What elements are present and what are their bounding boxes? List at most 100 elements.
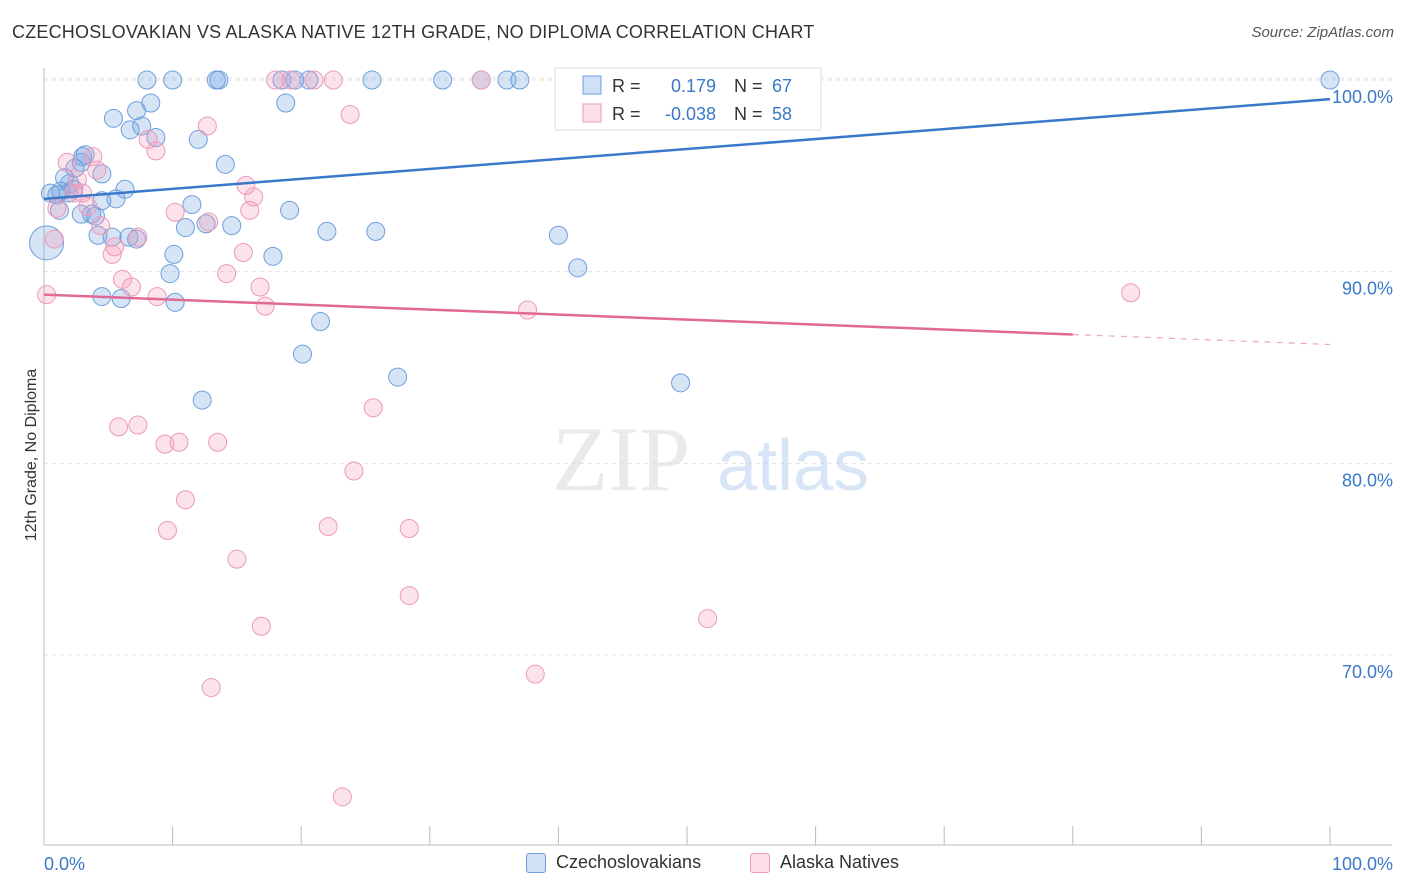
alaska-native-point xyxy=(208,432,228,452)
source-label: Source: ZipAtlas.com xyxy=(1251,24,1394,41)
chart-title: CZECHOSLOVAKIAN VS ALASKA NATIVE 12TH GR… xyxy=(12,22,815,42)
trend-line-czechoslovakians xyxy=(43,97,1331,201)
alaska-native-point xyxy=(155,434,175,454)
czechoslovakian-point xyxy=(209,70,229,90)
czechoslovakian-point xyxy=(310,312,330,331)
stats-blue-r-label: R = xyxy=(612,76,641,96)
alaska-native-point xyxy=(201,678,221,698)
axes xyxy=(43,68,1392,846)
czechoslovakian-point xyxy=(164,244,184,264)
czechoslovakian-point xyxy=(510,70,530,90)
alaska-native-point xyxy=(244,187,264,207)
legend-swatch-pink xyxy=(750,852,770,873)
czechoslovakian-point xyxy=(146,128,166,147)
czechoslovakian-point xyxy=(92,164,112,184)
alaska-native-point xyxy=(363,398,383,418)
alaska-native-point xyxy=(105,237,125,257)
alaska-native-point xyxy=(165,202,185,222)
stats-blue-r-value: 0.179 xyxy=(671,76,716,96)
y-tick-label: 90.0% xyxy=(1342,279,1393,299)
czechoslovakian-point xyxy=(165,292,185,312)
alaska-native-point xyxy=(102,244,122,264)
alaska-native-point xyxy=(197,116,217,136)
alaska-native-point xyxy=(91,216,111,236)
czechoslovakian-point xyxy=(366,221,386,241)
alaska-native-point xyxy=(78,197,98,216)
czechoslovakian-point xyxy=(433,70,453,90)
czechoslovakian-point xyxy=(362,70,382,90)
watermark: ZIP atlas xyxy=(552,408,869,510)
grid-lines xyxy=(44,77,1392,656)
alaska-native-point xyxy=(147,287,167,307)
alaska-native-point xyxy=(199,212,219,232)
alaska-native-point xyxy=(323,70,343,90)
czechoslovakian-point xyxy=(196,214,216,234)
legend-item-czechoslovakians[interactable]: Czechoslovakians xyxy=(526,852,701,873)
alaska-native-point xyxy=(217,264,237,284)
alaska-native-point xyxy=(121,277,141,297)
czechoslovakian-point xyxy=(292,344,312,364)
y-tick-label: 70.0% xyxy=(1342,662,1393,682)
trend-line-alaska-natives xyxy=(43,293,1073,336)
x-tick-label-max: 100.0% xyxy=(1332,854,1393,874)
alaska-native-point xyxy=(250,277,270,297)
stats-blue-n-value: 67 xyxy=(772,76,792,96)
watermark-atlas: atlas xyxy=(717,426,869,506)
y-tick-label: 100.0% xyxy=(1332,87,1393,107)
legend-label-czechoslovakians: Czechoslovakians xyxy=(556,852,702,872)
alaska-native-point xyxy=(698,609,718,629)
czechoslovakian-point xyxy=(160,264,180,284)
stats-pink-n-label: N = xyxy=(734,104,763,124)
alaska-native-point xyxy=(87,160,107,180)
czechoslovakian-point xyxy=(49,200,69,220)
alaska-native-point xyxy=(265,70,285,90)
alaska-native-point xyxy=(255,296,275,316)
alaska-native-point xyxy=(109,417,129,437)
tick-labels: 70.0% 80.0% 90.0% 100.0% 0.0% 100.0% xyxy=(44,87,1393,874)
alaska-native-point xyxy=(344,461,364,481)
alaska-native-point xyxy=(340,105,360,124)
alaska-native-point xyxy=(47,198,67,218)
czechoslovakian-point xyxy=(263,246,283,266)
alaska-native-point xyxy=(128,415,148,435)
czechoslovakian-point xyxy=(120,120,140,140)
czechoslovakian-point xyxy=(1320,70,1340,90)
alaska-native-point xyxy=(399,519,419,538)
watermark-zip: ZIP xyxy=(552,408,690,510)
czechoslovakian-point xyxy=(163,70,183,90)
czechoslovakian-point xyxy=(388,367,408,387)
czechoslovakian-point xyxy=(47,185,67,205)
czechoslovakian-point xyxy=(280,200,300,220)
czechoslovakian-point xyxy=(192,390,212,410)
czechoslovakian-point xyxy=(103,108,123,128)
czechoslovakian-point xyxy=(71,204,91,224)
stats-pink-r-label: R = xyxy=(612,104,641,124)
legend-item-alaska-natives[interactable]: Alaska Natives xyxy=(750,852,899,873)
czechoslovakian-point xyxy=(92,191,112,211)
czechoslovakian-point xyxy=(188,129,208,149)
alaska-native-point xyxy=(128,227,148,247)
czechoslovakian-point xyxy=(568,258,588,278)
czechoslovakian-point xyxy=(276,93,296,113)
alaska-native-point xyxy=(399,586,419,606)
alaska-native-point xyxy=(227,549,247,569)
alaska-native-point xyxy=(146,141,166,161)
alaska-native-point xyxy=(233,243,253,262)
alaska-native-point xyxy=(169,432,189,452)
alaska-native-point xyxy=(525,664,545,684)
alaska-native-point xyxy=(332,787,352,807)
stats-pink-swatch xyxy=(582,103,602,123)
stats-blue-n-label: N = xyxy=(734,76,763,96)
y-tick-label: 80.0% xyxy=(1342,470,1393,490)
stats-pink-n-value: 58 xyxy=(772,104,792,124)
alaska-native-point xyxy=(44,229,64,249)
trend-lines xyxy=(43,97,1331,346)
czechoslovakian-point xyxy=(317,221,337,241)
alaska-native-point xyxy=(518,300,538,320)
alaska-native-point xyxy=(138,129,158,149)
czechoslovakian-point xyxy=(548,225,568,245)
czechoslovakian-point xyxy=(222,216,242,236)
alaska-native-point xyxy=(304,70,324,90)
alaska-native-point xyxy=(236,175,256,195)
